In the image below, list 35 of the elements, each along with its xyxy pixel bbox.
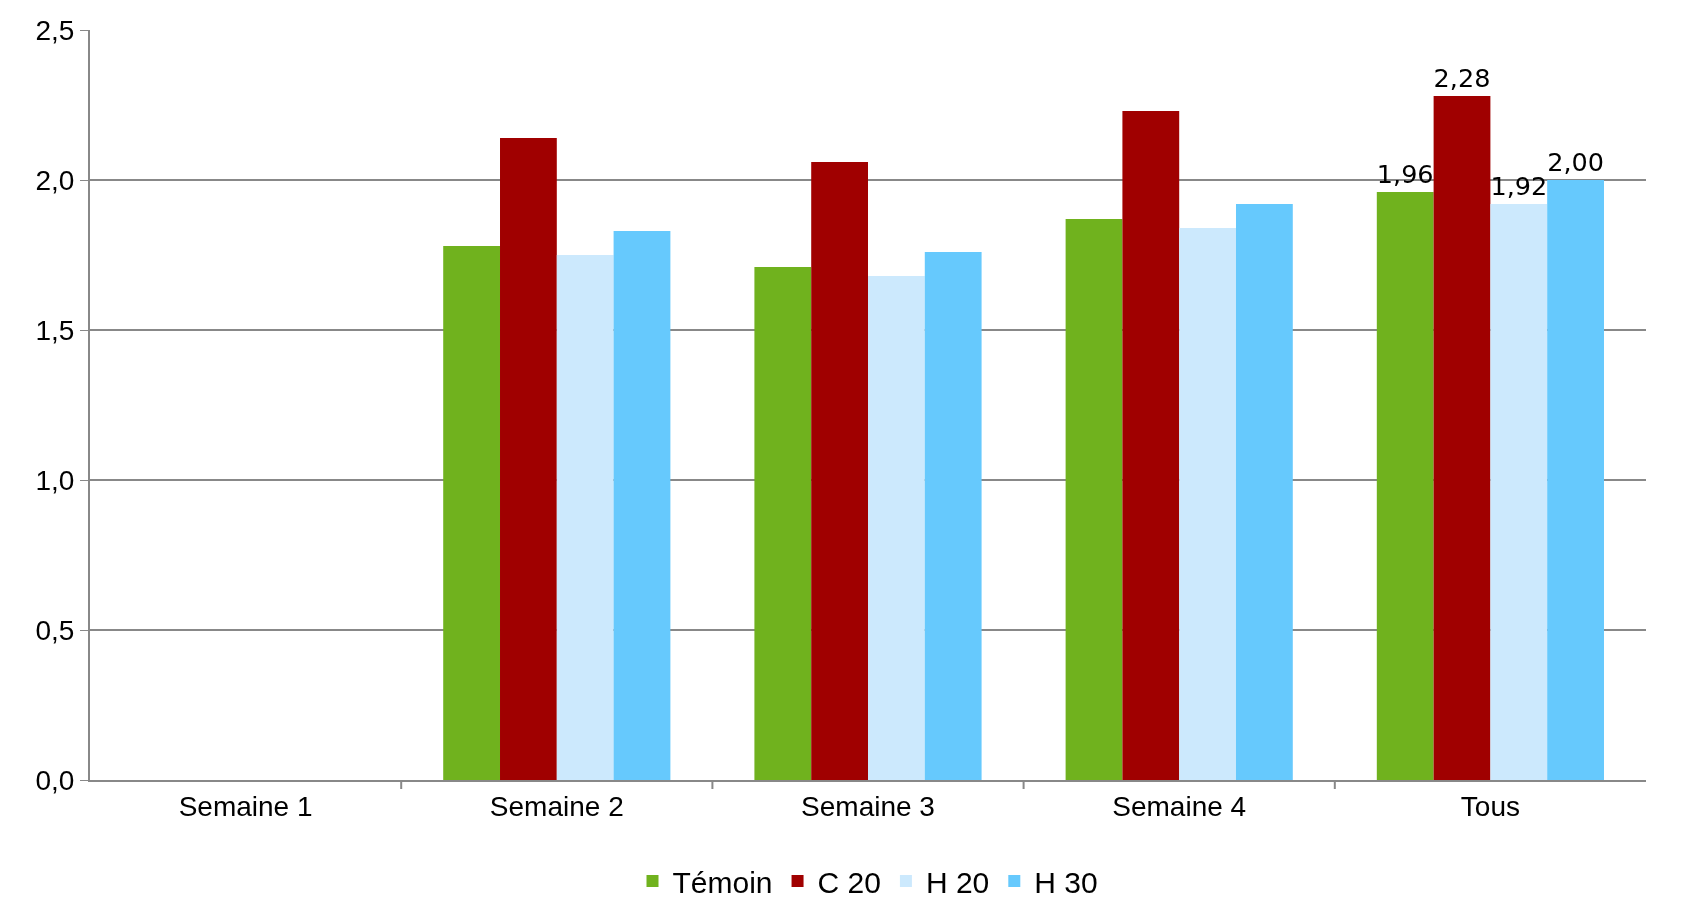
- x-tick-label: Tous: [1460, 790, 1520, 822]
- bar: [556, 255, 614, 780]
- bar: [613, 231, 671, 780]
- x-tick-label: Semaine 3: [801, 790, 935, 822]
- bar: [500, 138, 557, 780]
- bar: [1376, 192, 1434, 780]
- legend-label: Témoin: [672, 865, 773, 899]
- legend-label: H 30: [1034, 865, 1098, 899]
- bar: [924, 252, 982, 780]
- bar: [1490, 204, 1548, 780]
- x-tick-label: Semaine 1: [178, 790, 313, 822]
- x-tick-label: Semaine 4: [1112, 790, 1247, 822]
- data-label: 1,92: [1490, 171, 1548, 202]
- bar: [1065, 219, 1123, 780]
- y-tick-label: 1,0: [35, 464, 75, 496]
- y-tick-label: 2,0: [35, 164, 75, 196]
- bar: [754, 267, 812, 780]
- y-tick-label: 1,5: [35, 314, 75, 346]
- data-label: 2,00: [1547, 147, 1604, 178]
- x-tick-label: Semaine 2: [489, 790, 624, 822]
- bar: [1547, 180, 1604, 780]
- y-tick-label: 0,5: [35, 614, 75, 646]
- bar: [1235, 204, 1293, 780]
- data-label: 1,96: [1376, 159, 1434, 190]
- bar: [868, 276, 925, 780]
- bar: [1433, 96, 1491, 780]
- y-tick-label: 2,5: [35, 14, 75, 46]
- legend-label: H 20: [925, 865, 990, 899]
- bar: [443, 246, 501, 780]
- bar: [1179, 228, 1236, 780]
- legend-label: C 20: [817, 865, 881, 899]
- data-label: 2,28: [1433, 63, 1491, 94]
- bar: [1122, 111, 1180, 780]
- y-tick-label: 0,0: [35, 764, 75, 796]
- bar: [811, 162, 868, 780]
